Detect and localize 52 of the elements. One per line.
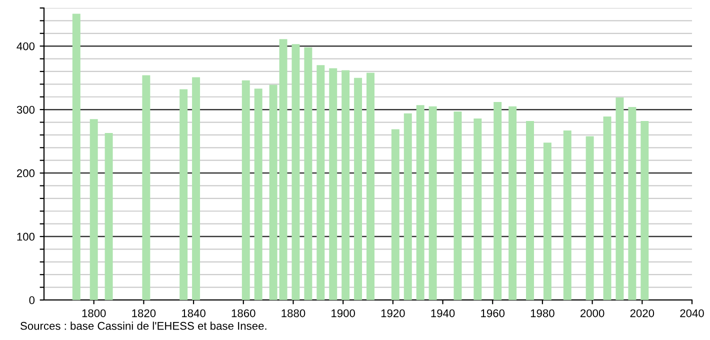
- bar: [391, 129, 400, 300]
- bar: [416, 105, 424, 300]
- x-tick-label: 1980: [530, 309, 554, 318]
- bar: [104, 133, 113, 300]
- x-tick-label: 1920: [381, 309, 405, 318]
- x-tick-label: 2000: [580, 309, 604, 318]
- bar: [628, 107, 636, 300]
- y-tick-label: 100: [17, 232, 35, 241]
- y-tick-label: 200: [16, 169, 35, 178]
- x-tick-label: 1880: [282, 309, 306, 318]
- bar: [180, 89, 188, 300]
- bar: [366, 72, 374, 300]
- bar: [304, 47, 312, 300]
- y-tick-label: 300: [16, 106, 35, 114]
- x-tick-label: 1960: [481, 309, 505, 318]
- x-tick-label: 2020: [630, 309, 654, 318]
- bar: [142, 75, 150, 300]
- bar: [563, 130, 572, 300]
- bar: [354, 78, 362, 300]
- bar: [292, 44, 300, 300]
- x-tick-label: 1860: [232, 309, 256, 318]
- bar: [242, 80, 250, 300]
- bar: [526, 120, 534, 300]
- bar: [428, 106, 437, 300]
- x-tick-label: 1840: [182, 309, 206, 318]
- y-tick-label: 400: [16, 42, 35, 50]
- x-tick-label: 1900: [332, 309, 355, 318]
- bar: [342, 70, 350, 300]
- bar: [603, 116, 612, 300]
- bar: [543, 142, 552, 300]
- bar: [254, 88, 262, 300]
- x-tick-label: 1940: [431, 309, 455, 318]
- bar: [279, 39, 288, 300]
- bar: [640, 120, 649, 300]
- bar: [316, 65, 325, 300]
- bar: [269, 84, 278, 300]
- y-tick-label: 0: [29, 296, 35, 304]
- bar: [494, 102, 502, 300]
- bar: [616, 98, 624, 300]
- source-note: Sources : base Cassini de l'EHESS et base Insee.: [20, 322, 266, 330]
- bar: [474, 118, 482, 300]
- bar: [586, 136, 594, 300]
- bar: [72, 14, 80, 300]
- bar: [454, 111, 462, 300]
- x-tick-label: 1820: [132, 309, 156, 318]
- bar: [404, 113, 412, 300]
- bar: [508, 106, 517, 300]
- bar: [329, 68, 338, 300]
- bar: [90, 119, 98, 300]
- x-tick-label: 1800: [82, 309, 106, 318]
- bar: [192, 77, 200, 300]
- x-tick-label: 2040: [680, 309, 704, 318]
